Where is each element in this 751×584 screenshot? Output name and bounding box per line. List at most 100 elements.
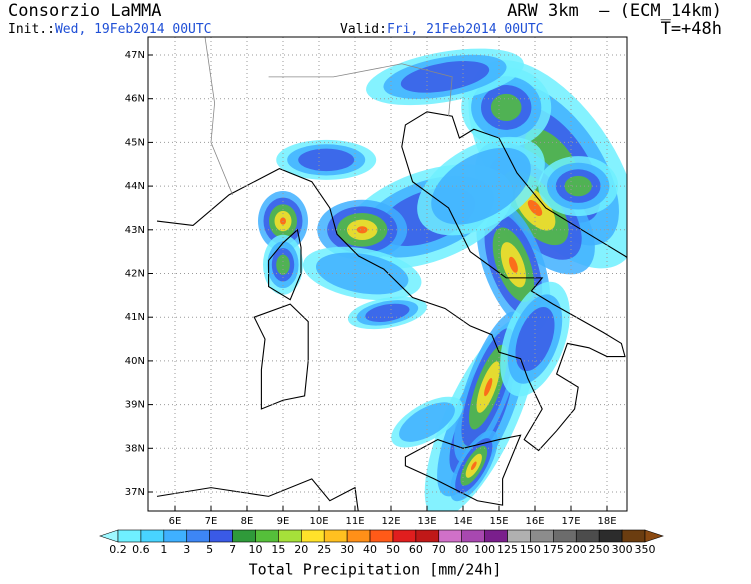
precip-area (399, 402, 455, 442)
coastline (268, 228, 302, 301)
colorbar-label: 150 (520, 543, 541, 556)
colorbar-title: Total Precipitation [mm/24h] (249, 561, 502, 579)
colorbar-label: 10 (248, 543, 262, 556)
lat-label: 43N (125, 225, 145, 236)
colorbar-cell (621, 529, 646, 543)
colorbar-cell (507, 529, 531, 543)
colorbar-label: 7 (229, 543, 236, 556)
colorbar-cell (369, 529, 394, 543)
colorbar-label: 350 (635, 543, 656, 556)
valid-value: Fri, 21Feb2014 00UTC (387, 22, 544, 37)
precip-area (490, 93, 522, 122)
colorbar-cell (232, 529, 256, 543)
lon-label: 11E (345, 516, 364, 527)
colorbar-label: 1 (160, 543, 167, 556)
map: 47N 46N 45N 44N 43N 42N 41N 40N 39N 38N 37N 6E 7E 8E 9… (125, 37, 627, 527)
precip-area (515, 306, 555, 372)
colorbar-cell (392, 529, 417, 543)
colorbar-cell (140, 529, 165, 543)
lead-time: T=+48h (661, 19, 722, 39)
border (204, 37, 233, 195)
precip-area (276, 254, 290, 275)
lat-label: 46N (125, 94, 145, 105)
lat-label: 40N (125, 356, 145, 367)
colorbar-cell (484, 529, 508, 543)
colorbar-cell (415, 529, 440, 543)
colorbar-cell (301, 529, 325, 543)
lon-label: 13E (417, 516, 436, 527)
colorbar-cell (461, 529, 485, 543)
lat-label: 45N (125, 137, 145, 148)
precip-area (527, 199, 543, 216)
colorbar-low (99, 529, 119, 543)
colorbar-cell (117, 529, 142, 543)
precip-area (470, 461, 477, 471)
colorbar-label: 15 (271, 543, 285, 556)
colorbar-label: 0.6 (132, 543, 150, 556)
colorbar-cell (553, 529, 577, 543)
colorbar-label: 125 (497, 543, 518, 556)
colorbar-high (644, 529, 664, 543)
map-content (156, 37, 627, 511)
lon-label: 6E (169, 516, 182, 527)
valid-label-text: Valid: (340, 22, 387, 37)
lat-label: 38N (125, 443, 145, 454)
colorbar-label: 20 (294, 543, 308, 556)
colorbar-label: 175 (543, 543, 564, 556)
coastline (404, 434, 522, 506)
lon-label: 9E (277, 516, 290, 527)
coastline (156, 478, 359, 511)
coastline (253, 303, 309, 410)
precip-area (484, 378, 493, 397)
precip-area (298, 148, 355, 172)
colorbar-cell (598, 529, 623, 543)
init-label-text: Init.: (8, 22, 55, 37)
colorbar: 0.2 0.6 1 3 5 7 10 15 20 25 30 40 50 60 70 80 100 125 150 1… (99, 529, 664, 556)
border (268, 63, 453, 117)
colorbar-cell (530, 529, 554, 543)
lat-label: 41N (125, 312, 145, 323)
colorbar-label: 40 (363, 543, 377, 556)
init-value: Wed, 19Feb2014 00UTC (55, 22, 212, 37)
colorbar-label: 100 (474, 543, 495, 556)
lon-label: 12E (381, 516, 400, 527)
colorbar-cell (255, 529, 279, 543)
map-frame (147, 36, 628, 512)
lon-label: 17E (561, 516, 580, 527)
colorbar-cell (346, 529, 371, 543)
colorbar-label: 25 (317, 543, 331, 556)
lat-label: 39N (125, 400, 145, 411)
colorbar-label: 70 (432, 543, 446, 556)
colorbar-label: 60 (409, 543, 423, 556)
precip-area (508, 256, 518, 273)
colorbar-label: 30 (340, 543, 354, 556)
lon-label: 8E (241, 516, 254, 527)
title: Consorzio LaMMA (8, 1, 162, 21)
colorbar-label: 5 (206, 543, 213, 556)
colorbar-label: 200 (566, 543, 587, 556)
colorbar-cell (323, 529, 348, 543)
colorbar-cell (438, 529, 462, 543)
colorbar-label: 50 (386, 543, 400, 556)
lon-label: 7E (205, 516, 218, 527)
colorbar-cell (163, 529, 188, 543)
lon-label: 16E (525, 516, 544, 527)
coastline (156, 111, 627, 452)
colorbar-label: 250 (589, 543, 610, 556)
precip-area (356, 226, 368, 234)
lat-label: 44N (125, 181, 145, 192)
lat-label: 42N (125, 269, 145, 280)
colorbar-cell (186, 529, 210, 543)
colorbar-cell (278, 529, 302, 543)
model: ARW 3km – (ECM_14km) (507, 1, 722, 21)
lon-label: 14E (453, 516, 472, 527)
colorbar-cell (209, 529, 233, 543)
lon-label: 15E (489, 516, 508, 527)
colorbar-cell (575, 529, 600, 543)
lat-label: 37N (125, 487, 145, 498)
valid-label: Valid:Fri, 21Feb2014 00UTC (340, 22, 544, 37)
lat-label: 47N (125, 50, 145, 61)
colorbar-label: 0.2 (109, 543, 127, 556)
lon-label: 10E (309, 516, 328, 527)
